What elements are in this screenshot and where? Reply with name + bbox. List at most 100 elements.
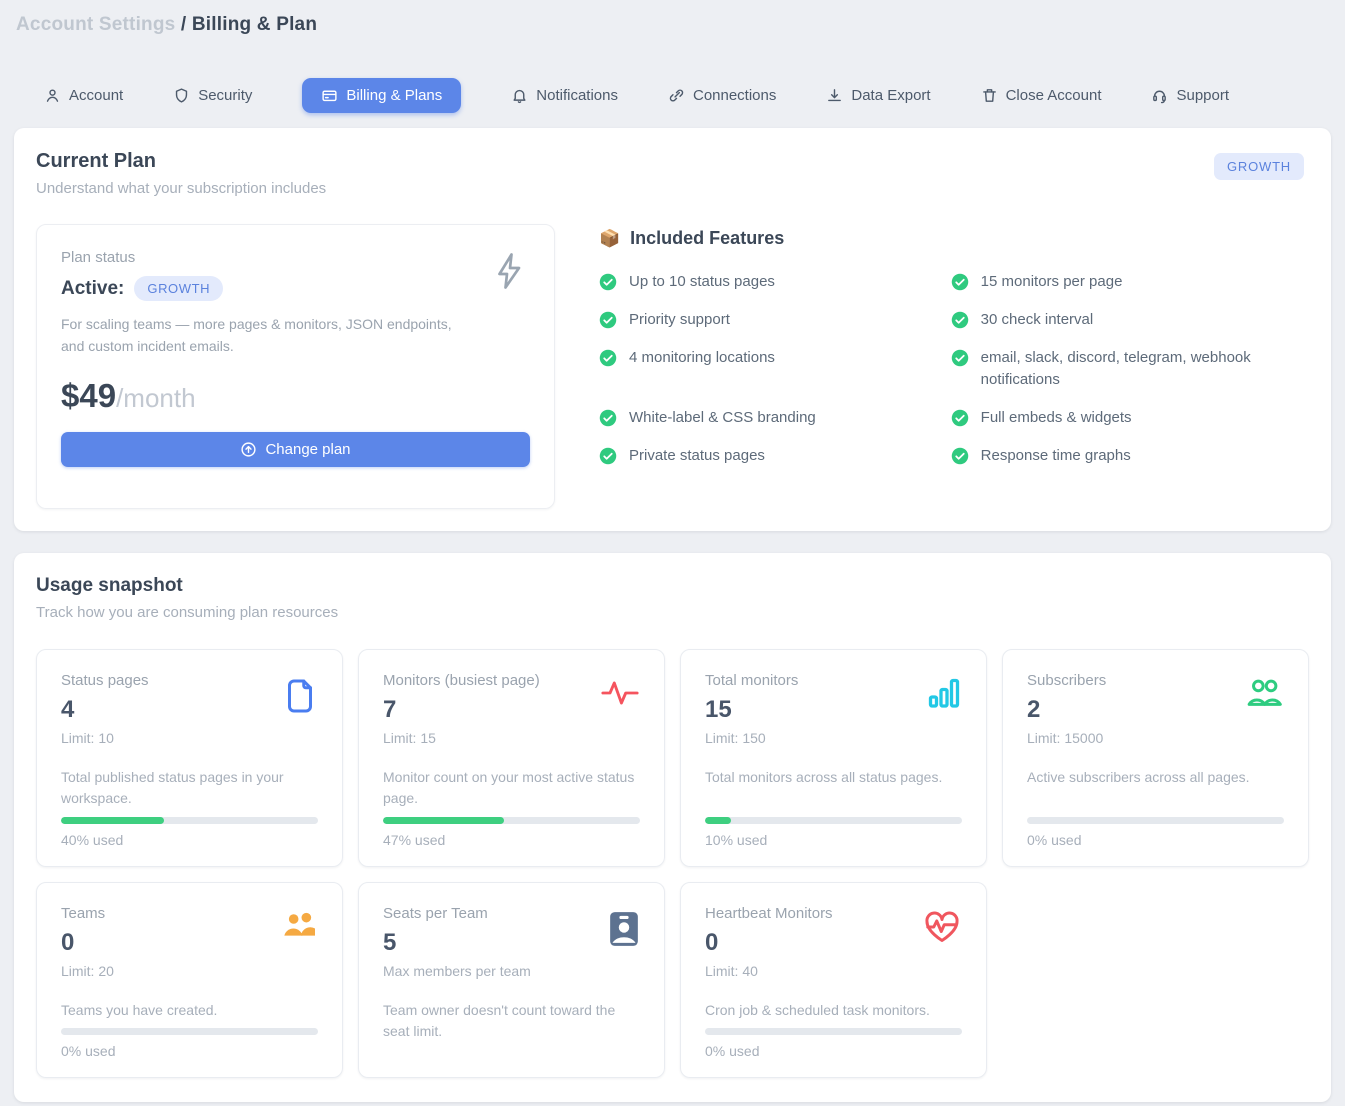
progress-track <box>705 1028 962 1035</box>
empty-grid-cell <box>1002 882 1309 1078</box>
features-grid: Up to 10 status pages 15 monitors per pa… <box>599 271 1291 467</box>
tab-billing-plans[interactable]: Billing & Plans <box>302 77 462 113</box>
feature-item: 15 monitors per page <box>951 271 1291 293</box>
usage-card-limit: Limit: 150 <box>705 730 766 746</box>
usage-card-title: Total monitors <box>705 672 799 689</box>
check-circle-icon <box>951 311 968 329</box>
settings-tabbar: Account Security Billing & Plans Notific… <box>44 76 1331 114</box>
progress-track <box>383 817 640 824</box>
usage-card-monitors-busiest: Monitors (busiest page) 7 Limit: 15 Moni… <box>358 649 665 867</box>
usage-percent-label: 0% used <box>1027 832 1082 848</box>
usage-card-value: 5 <box>383 929 397 956</box>
tab-label: Support <box>1176 86 1230 104</box>
tab-connections[interactable]: Connections <box>668 87 776 104</box>
usage-card-title: Monitors (busiest page) <box>383 672 540 689</box>
tab-close-account[interactable]: Close Account <box>981 86 1102 104</box>
page-title: Billing & Plan <box>191 14 318 35</box>
usage-card-description: Teams you have created. <box>61 1002 218 1018</box>
feature-item: Up to 10 status pages <box>599 271 933 293</box>
breadcrumb: Account Settings / Billing & Plan <box>14 12 1331 36</box>
tab-label: Close Account <box>1005 86 1102 104</box>
change-plan-button[interactable]: Change plan <box>61 432 530 468</box>
id-badge-icon <box>610 912 638 946</box>
usage-card-title: Teams <box>61 905 106 922</box>
tab-label: Billing & Plans <box>346 86 443 104</box>
breadcrumb-separator: / <box>175 14 192 35</box>
bar-chart-icon <box>928 678 960 708</box>
usage-card-title: Heartbeat Monitors <box>705 905 833 922</box>
feature-item: email, slack, discord, telegram, webhook… <box>951 347 1291 391</box>
progress-track <box>61 817 318 824</box>
check-circle-icon <box>599 273 617 291</box>
heart-pulse-icon <box>925 911 959 942</box>
check-circle-icon <box>951 447 968 465</box>
tab-support[interactable]: Support <box>1151 87 1229 104</box>
usage-card-value: 2 <box>1027 696 1041 723</box>
link-icon <box>669 89 684 101</box>
tab-notifications[interactable]: Notifications <box>511 87 618 104</box>
usage-percent-label: 40% used <box>61 832 124 848</box>
usage-card-value: 7 <box>383 696 397 723</box>
feature-item: Private status pages <box>599 445 933 467</box>
shield-icon <box>176 87 188 103</box>
lightning-bolt-icon <box>498 253 521 289</box>
progress-fill <box>705 817 731 824</box>
tab-label: Connections <box>692 86 777 104</box>
check-circle-icon <box>951 273 968 291</box>
usage-card-status-pages: Status pages 4 Limit: 10 Total published… <box>36 649 343 867</box>
credit-card-icon <box>322 90 337 101</box>
plan-price: $49/month <box>61 377 530 415</box>
change-plan-label: Change plan <box>265 441 351 459</box>
tab-label: Data Export <box>851 86 931 104</box>
usage-percent-label: 0% used <box>61 1043 116 1059</box>
usage-card-total-monitors: Total monitors 15 Limit: 150 Total monit… <box>680 649 987 867</box>
usage-card-value: 0 <box>61 929 75 956</box>
tab-account[interactable]: Account <box>44 87 123 104</box>
price-amount: $49 <box>61 377 117 415</box>
usage-snapshot-panel: Usage snapshot Track how you are consumi… <box>14 553 1331 1102</box>
headset-icon <box>1153 90 1167 103</box>
usage-card-teams: Teams 0 Limit: 20 Teams you have created… <box>36 882 343 1078</box>
tab-security[interactable]: Security <box>173 87 252 104</box>
check-circle-icon <box>599 409 617 427</box>
progress-fill <box>61 817 164 824</box>
usage-title: Usage snapshot <box>36 575 183 596</box>
usage-percent-label: 47% used <box>383 832 446 848</box>
usage-card-value: 0 <box>705 929 719 956</box>
progress-track <box>1027 817 1284 824</box>
price-period: /month <box>116 383 196 414</box>
plan-growth-pill: GROWTH <box>134 276 224 301</box>
progress-fill <box>383 817 504 824</box>
usage-card-description: Total published status pages in your wor… <box>61 769 284 806</box>
bell-icon <box>513 89 526 103</box>
plan-status-card: Plan status Active: GROWTH For scaling t… <box>36 224 555 509</box>
check-circle-icon <box>599 447 617 465</box>
usage-percent-label: 0% used <box>705 1043 760 1059</box>
tab-label: Security <box>198 86 253 104</box>
usage-card-seats-per-team: Seats per Team 5 Max members per team Te… <box>358 882 665 1078</box>
usage-subtitle: Track how you are consuming plan resourc… <box>36 604 339 621</box>
feature-item: Full embeds & widgets <box>951 407 1291 429</box>
tab-label: Account <box>69 86 124 104</box>
progress-track <box>705 817 962 824</box>
feature-item: Priority support <box>599 309 933 331</box>
download-icon <box>828 88 842 101</box>
plan-status-label: Plan status <box>61 249 136 266</box>
breadcrumb-section[interactable]: Account Settings <box>16 14 176 35</box>
included-features: 📦 Included Features Up to 10 status page… <box>555 224 1309 509</box>
usage-card-description: Cron job & scheduled task monitors. <box>705 1002 930 1018</box>
usage-grid: Status pages 4 Limit: 10 Total published… <box>36 649 1309 1078</box>
usage-card-description: Monitor count on your most active status… <box>383 769 635 806</box>
usage-card-description: Active subscribers across all pages. <box>1027 769 1250 785</box>
features-title-text: Included Features <box>630 228 785 248</box>
users-filled-icon <box>284 912 315 936</box>
tab-data-export[interactable]: Data Export <box>826 86 931 104</box>
check-circle-icon <box>951 349 968 367</box>
tab-label: Notifications <box>536 86 618 104</box>
usage-card-limit: Limit: 15 <box>383 730 436 746</box>
plan-description: For scaling teams — more pages & monitor… <box>61 316 452 354</box>
usage-card-value: 4 <box>61 696 75 723</box>
feature-item: Response time graphs <box>951 445 1291 467</box>
usage-card-limit: Limit: 40 <box>705 963 758 979</box>
